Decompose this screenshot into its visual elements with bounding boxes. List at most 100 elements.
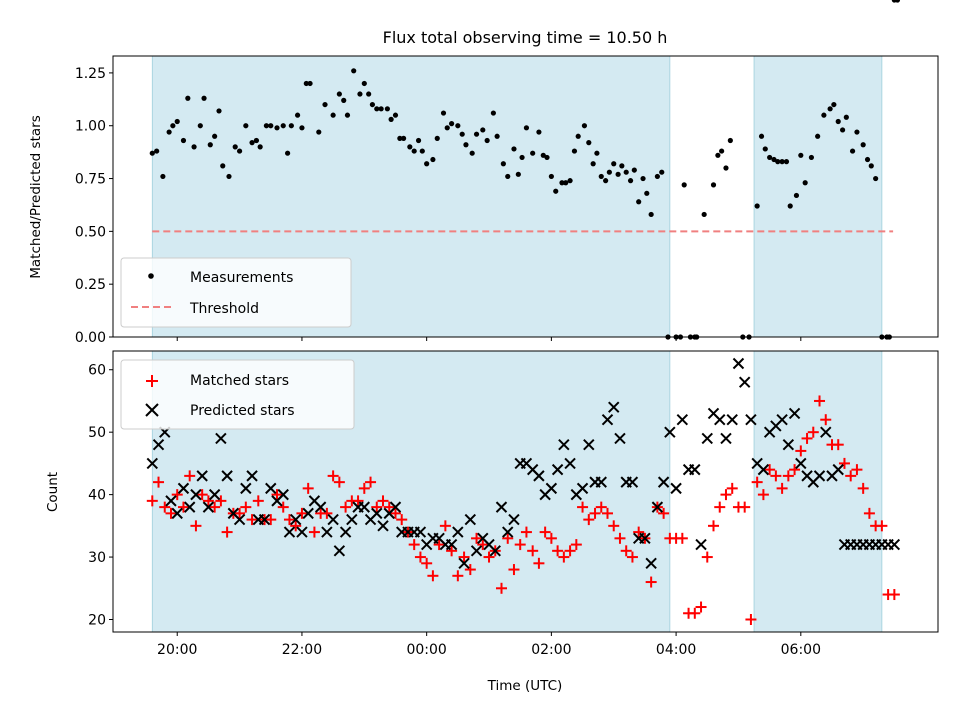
- measurement-point: [419, 148, 425, 154]
- predicted-star-point: [371, 507, 383, 520]
- measurement-point: [835, 118, 841, 125]
- measurement-point: [553, 188, 559, 194]
- measurement-point: [160, 173, 166, 180]
- predicted-star-point: [576, 482, 589, 495]
- predicted-star-point: [445, 538, 458, 551]
- predicted-star-point: [551, 463, 564, 476]
- measurement-point: [480, 127, 486, 133]
- matched-star-point: [421, 557, 433, 569]
- measurement-point: [166, 129, 172, 135]
- measurement-point: [366, 91, 372, 97]
- predicted-star-point: [651, 501, 664, 513]
- matched-star-point: [483, 551, 495, 563]
- matched-star-point: [689, 607, 701, 619]
- measurement-point: [400, 135, 407, 141]
- matched-star-point: [577, 501, 589, 513]
- bottom-y-axis-label: Count: [45, 472, 61, 512]
- measurement-point: [232, 144, 238, 150]
- measurement-point: [430, 156, 436, 163]
- matched-star-point: [583, 514, 595, 526]
- predicted-star-point: [327, 513, 339, 526]
- matched-star-point: [676, 532, 688, 544]
- bottom-x-ticks: 20:00 22:00 00:00 02:00 04:00 06:00: [157, 632, 821, 658]
- matched-star-point: [838, 457, 850, 469]
- measurement-point: [463, 142, 469, 148]
- measurement-point: [374, 106, 380, 112]
- measurement-point: [519, 154, 525, 161]
- predicted-star-point: [888, 538, 901, 551]
- matched-star-point: [184, 470, 196, 482]
- measurement-point: [715, 152, 721, 158]
- measurement-point: [257, 144, 263, 150]
- measurement-point: [779, 159, 785, 165]
- predicted-star-point: [583, 438, 595, 451]
- predicted-star-point: [190, 488, 202, 501]
- measurement-point: [249, 140, 255, 146]
- measurement-point: [827, 106, 833, 112]
- predicted-star-point: [152, 438, 165, 451]
- measurement-point: [226, 173, 232, 180]
- measurement-point: [611, 161, 617, 167]
- measurement-point: [723, 165, 729, 171]
- measurement-point: [149, 150, 155, 156]
- matched-star-point: [383, 501, 395, 513]
- measurement-point: [894, 0, 901, 3]
- matched-star-point: [527, 545, 539, 557]
- measurement-point: [505, 173, 511, 180]
- measurement-point: [378, 106, 384, 112]
- matched-star-point: [720, 489, 732, 501]
- top-y-tick-label: 1.00: [75, 119, 106, 135]
- measurement-point: [274, 125, 280, 131]
- measurement-point: [316, 129, 322, 135]
- legend-matched-label: Matched stars: [190, 373, 289, 389]
- predicted-star-point: [502, 526, 514, 538]
- predicted-star-point: [745, 413, 757, 426]
- measurement-point: [868, 163, 874, 169]
- matched-star-point: [658, 507, 670, 519]
- legend-matched-marker: [146, 375, 158, 387]
- matched-star-point: [633, 526, 645, 538]
- matched-star-point: [277, 501, 289, 513]
- measurement-point: [563, 180, 569, 186]
- measurement-point: [767, 154, 773, 161]
- matched-star-point: [340, 501, 352, 513]
- measurement-point: [754, 203, 760, 209]
- measurement-point: [494, 133, 500, 139]
- matched-star-point: [626, 551, 638, 563]
- matched-star-point: [196, 489, 208, 501]
- matched-star-point: [389, 507, 401, 519]
- matched-star-point: [857, 482, 869, 494]
- top-axes-frame: [112, 55, 939, 338]
- predicted-star-point: [788, 407, 801, 420]
- measurement-point: [590, 161, 596, 167]
- measurement-point: [787, 203, 793, 209]
- matched-star-point: [358, 482, 370, 494]
- measurement-point: [384, 106, 390, 112]
- measurement-point: [821, 112, 827, 118]
- predicted-star-point: [608, 401, 620, 413]
- matched-star-point: [782, 470, 794, 482]
- measurement-point: [411, 148, 417, 154]
- predicted-star-point: [452, 526, 464, 538]
- measurement-point: [268, 123, 274, 129]
- predicted-star-point: [171, 507, 183, 520]
- matched-star-point: [789, 464, 801, 476]
- matched-star-point: [795, 445, 807, 457]
- predicted-star-point: [639, 532, 651, 545]
- matched-star-point: [876, 520, 888, 532]
- measurement-point: [619, 163, 625, 169]
- predicted-star-point: [657, 476, 670, 488]
- measurement-point: [357, 91, 363, 97]
- matched-star-point: [502, 532, 514, 544]
- predicted-star-point: [215, 432, 227, 445]
- measurement-point: [536, 129, 542, 135]
- predicted-star-point: [339, 526, 352, 538]
- measurement-point: [727, 137, 733, 144]
- predicted-star-point: [296, 526, 308, 538]
- predicted-star-point: [701, 432, 713, 445]
- measurement-point: [701, 211, 707, 218]
- predicted-star-point: [177, 482, 190, 495]
- measurement-point: [174, 118, 180, 125]
- predicted-star-point: [508, 513, 520, 526]
- matched-star-point: [215, 495, 227, 507]
